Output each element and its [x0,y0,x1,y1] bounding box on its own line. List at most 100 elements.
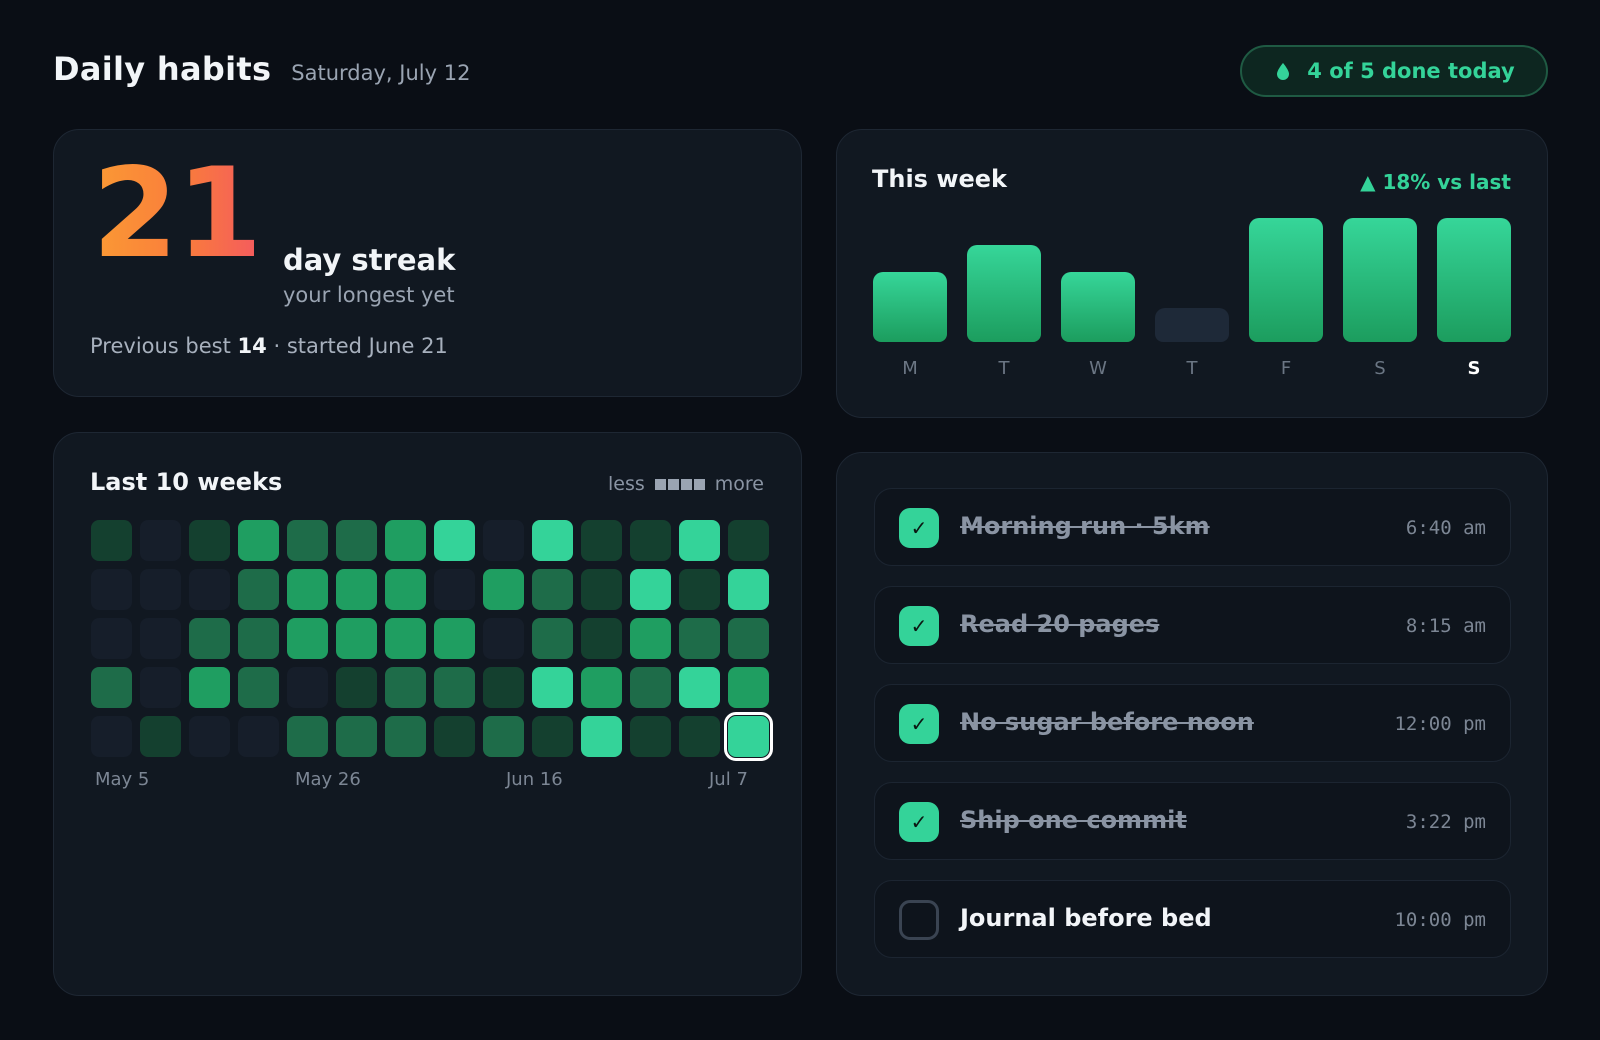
habit-row[interactable]: ✓ Read 20 pages 8:15 am [874,586,1511,664]
week-bar[interactable] [1061,272,1135,342]
habit-checkbox-checked[interactable]: ✓ [899,704,939,744]
heatmap-cell[interactable] [728,667,769,708]
heatmap-cell[interactable] [630,618,671,659]
heatmap-cell[interactable] [581,667,622,708]
heatmap-cell[interactable] [679,716,720,757]
week-bar[interactable] [1437,218,1511,342]
habit-checkbox-checked[interactable]: ✓ [899,606,939,646]
heatmap-cell-today[interactable] [724,712,773,761]
heatmap-cell[interactable] [581,520,622,561]
heatmap-cell[interactable] [483,716,524,757]
heatmap-cell[interactable] [532,569,573,610]
heatmap-cell[interactable] [728,520,769,561]
heatmap-cell[interactable] [287,520,328,561]
heatmap-cell[interactable] [630,569,671,610]
heatmap-cell[interactable] [532,520,573,561]
heatmap-cell[interactable] [630,520,671,561]
habit-checkbox[interactable] [899,900,939,940]
heatmap-cell[interactable] [434,618,475,659]
heatmap-cell[interactable] [483,569,524,610]
heatmap-cell[interactable] [189,520,230,561]
week-bar[interactable] [1155,308,1229,342]
heatmap-cell[interactable] [140,569,181,610]
habit-row[interactable]: ✓ Morning run · 5km 6:40 am [874,488,1511,566]
heatmap-cell[interactable] [336,520,377,561]
habit-checkbox-checked[interactable]: ✓ [899,508,939,548]
heatmap-cell[interactable] [287,667,328,708]
heatmap-cell[interactable] [238,716,279,757]
heatmap-cell[interactable] [483,667,524,708]
heatmap-cell[interactable] [434,716,475,757]
heatmap-cell[interactable] [434,569,475,610]
heatmap-cell[interactable] [140,667,181,708]
heatmap-cell[interactable] [189,716,230,757]
habit-row[interactable]: ✓ No sugar before noon 12:00 pm [874,684,1511,762]
legend-swatches [654,478,705,490]
streak-count: 21 [92,142,263,286]
heatmap-cell[interactable] [238,618,279,659]
habit-row[interactable]: Journal before bed 10:00 pm [874,880,1511,958]
heatmap-cell[interactable] [532,667,573,708]
heatmap-cell[interactable] [91,618,132,659]
week-bar[interactable] [967,245,1041,342]
week-bar[interactable] [873,272,947,342]
heatmap-cell[interactable] [483,618,524,659]
heatmap-cell[interactable] [336,569,377,610]
heatmap-cell[interactable] [287,569,328,610]
heatmap-cell[interactable] [385,667,426,708]
heatmap-cell[interactable] [287,618,328,659]
heatmap-cell[interactable] [630,667,671,708]
heatmap-cell[interactable] [728,569,769,610]
heatmap-cell[interactable] [91,716,132,757]
heatmap-cell[interactable] [189,569,230,610]
heatmap-cell[interactable] [581,716,622,757]
heatmap-cell[interactable] [581,569,622,610]
heatmap-cell[interactable] [91,520,132,561]
heatmap-cell[interactable] [91,569,132,610]
streak-started: · started June 21 [273,334,448,358]
heatmap-legend: less more [608,473,764,495]
habit-name: No sugar before noon [960,708,1254,736]
heatmap-cell[interactable] [91,667,132,708]
heatmap-cell[interactable] [532,618,573,659]
previous-best-value: 14 [237,334,267,358]
heatmap-cell[interactable] [679,667,720,708]
heatmap-cell[interactable] [728,618,769,659]
heatmap-cell[interactable] [336,716,377,757]
heatmap-cell[interactable] [238,520,279,561]
week-day-label: T [1186,358,1198,379]
habit-row[interactable]: ✓ Ship one commit 3:22 pm [874,782,1511,860]
done-today-badge[interactable]: 4 of 5 done today [1240,45,1548,97]
heatmap-cell[interactable] [434,520,475,561]
heatmap-cell[interactable] [385,716,426,757]
heatmap-cell[interactable] [385,520,426,561]
heatmap-cell[interactable] [287,716,328,757]
heatmap-cell[interactable] [679,520,720,561]
habit-checkbox-checked[interactable]: ✓ [899,802,939,842]
heatmap-cell[interactable] [679,618,720,659]
habit-time: 8:15 am [1405,615,1486,637]
heatmap-cell[interactable] [581,618,622,659]
heatmap-cell[interactable] [238,569,279,610]
heatmap-cell[interactable] [336,618,377,659]
heatmap-cell[interactable] [679,569,720,610]
heatmap-cell[interactable] [385,569,426,610]
heatmap-cell[interactable] [140,716,181,757]
heatmap-cell[interactable] [434,667,475,708]
heatmap-cell[interactable] [140,520,181,561]
heatmap-cell[interactable] [630,716,671,757]
heatmap-cell[interactable] [483,520,524,561]
week-day-label: F [1280,358,1292,379]
heatmap-cell[interactable] [238,667,279,708]
heatmap-cell[interactable] [336,667,377,708]
heatmap-cell[interactable] [532,716,573,757]
heatmap-cell[interactable] [385,618,426,659]
week-bar[interactable] [1343,218,1417,342]
heatmap-cell[interactable] [189,667,230,708]
habit-name: Morning run · 5km [960,512,1210,540]
heatmap-cell[interactable] [140,618,181,659]
week-day-label: M [902,358,918,379]
week-bar[interactable] [1249,218,1323,342]
heatmap-cell[interactable] [189,618,230,659]
